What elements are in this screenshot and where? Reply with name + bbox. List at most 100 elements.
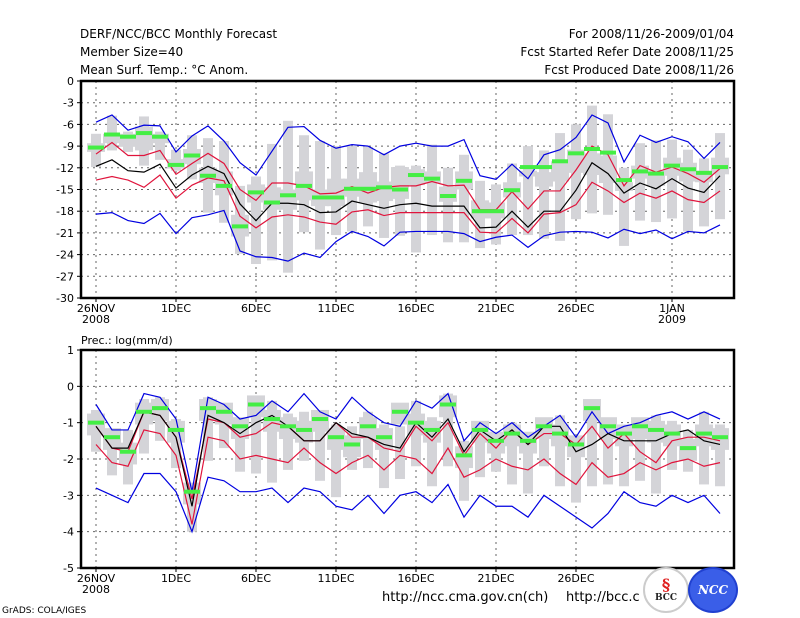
prec-median-mark [648, 427, 664, 432]
prec-panel-title: Prec.: log(mm/d) [81, 334, 173, 347]
temp-median-mark [312, 195, 328, 200]
temp-plot-frame [79, 79, 736, 300]
temp-whisker-bar [635, 143, 645, 221]
prec-median-mark [120, 449, 136, 454]
prec-median-mark [536, 424, 552, 429]
prec-median-mark [472, 427, 488, 432]
temp-median-mark [104, 132, 120, 137]
prec-median-mark [392, 409, 408, 414]
prec-median-mark [360, 424, 376, 429]
prec-whisker-bar [587, 411, 597, 487]
prec-ytick-label: 0 [67, 380, 74, 393]
member-size: Member Size=40 [80, 45, 184, 59]
temp-ytick-label: -30 [56, 292, 74, 305]
temp-box [407, 169, 425, 186]
prec-median-mark [424, 427, 440, 432]
temp-whisker-bar [459, 154, 469, 243]
temp-box [519, 170, 537, 177]
temp-whisker-bar [443, 167, 453, 243]
prec-whisker-bar [427, 417, 437, 487]
prec-median-mark [568, 442, 584, 447]
prec-xtick-label: 26DEC [557, 572, 594, 585]
temp-xtick-year-label: 2008 [82, 313, 110, 326]
prec-median-mark [312, 417, 328, 422]
temp-median-mark [184, 153, 200, 158]
temp-xtick-label: 1DEC [161, 302, 191, 315]
temp-median-mark [424, 176, 440, 181]
temp-box [679, 162, 697, 182]
prec-whisker-bar [715, 424, 725, 487]
footer-url-ch[interactable]: http://ncc.cma.gov.cn(ch) [382, 590, 549, 605]
prec-median-mark [616, 431, 632, 436]
temp-box [375, 181, 393, 202]
temp-box [103, 133, 121, 144]
prec-whisker-bar [443, 393, 453, 467]
temp-median-mark [248, 190, 264, 195]
temp-median-mark [328, 195, 344, 200]
temp-median-mark [120, 134, 136, 139]
prec-whisker-bar [651, 415, 661, 494]
prec-whisker-bar [235, 419, 245, 472]
temp-median-mark [648, 171, 664, 176]
grads-credit: GrADS: COLA/IGES [2, 606, 87, 616]
temp-line-mean [95, 159, 721, 229]
prec-ytick-label: -3 [63, 489, 74, 502]
temp-box [391, 167, 409, 199]
temp-whisker-bar [427, 144, 437, 236]
prec-whisker-bar [331, 424, 341, 498]
prec-line-min [95, 472, 721, 534]
temp-ytick-label: 0 [67, 75, 74, 88]
temp-xtick-label: 26DEC [557, 302, 594, 315]
temp-ytick-label: -12 [56, 162, 74, 175]
temp-ytick-label: -9 [63, 140, 74, 153]
prec-xtick-label: 6DEC [241, 572, 271, 585]
temp-box [215, 171, 233, 196]
prec-median-mark [264, 417, 280, 422]
temp-ytick-label: -18 [56, 205, 74, 218]
temp-xtick-label: 26NOV [77, 302, 116, 315]
prec-line-mean [95, 411, 721, 507]
prec-median-mark [696, 431, 712, 436]
prec-median-mark [168, 427, 184, 432]
temp-xtick-label: 1JAN [659, 302, 685, 315]
prec-median-mark [344, 442, 360, 447]
prec-whisker-bar [603, 433, 613, 485]
temp-whisker-bar [395, 165, 405, 236]
temp-median-mark [200, 173, 216, 178]
temp-xtick-label: 6DEC [241, 302, 271, 315]
prec-median-mark [504, 431, 520, 436]
prec-whisker-bar [251, 415, 261, 474]
temp-median-mark [88, 145, 104, 150]
prec-median-mark [456, 453, 472, 458]
prec-whisker-bar [619, 426, 629, 487]
temp-median-mark [520, 165, 536, 170]
prec-whisker-bar [315, 411, 325, 481]
temp-median-mark [504, 188, 520, 193]
ncc-logo-text: NCC [697, 583, 729, 597]
temp-median-mark [440, 194, 456, 199]
prec-median-mark [280, 424, 296, 429]
prec-whisker-bar [219, 404, 229, 449]
temp-median-mark [680, 167, 696, 172]
prec-whisker-bar [283, 413, 293, 470]
temp-box [583, 153, 601, 176]
prec-whisker-bar [523, 437, 533, 494]
temp-ytick-label: -21 [56, 227, 74, 240]
temp-median-mark [600, 150, 616, 155]
prec-median-mark [584, 406, 600, 411]
prec-median-mark [376, 435, 392, 440]
temp-median-mark [232, 224, 248, 229]
temp-box [327, 178, 345, 207]
temp-box [551, 161, 569, 182]
temp-median-mark [168, 162, 184, 167]
forecast-started-date: Fcst Started Refer Date 2008/11/25 [520, 45, 734, 59]
temp-median-mark [664, 163, 680, 168]
footer-url-bcc[interactable]: http://bcc.c [566, 590, 640, 605]
bcc-swirl-icon: § [661, 575, 671, 594]
prec-whisker-bar [555, 415, 565, 487]
prec-ytick-label: -4 [63, 526, 74, 539]
prec-whisker-bar [379, 424, 389, 489]
prec-median-mark [680, 446, 696, 451]
prec-whisker-bar [187, 491, 197, 532]
